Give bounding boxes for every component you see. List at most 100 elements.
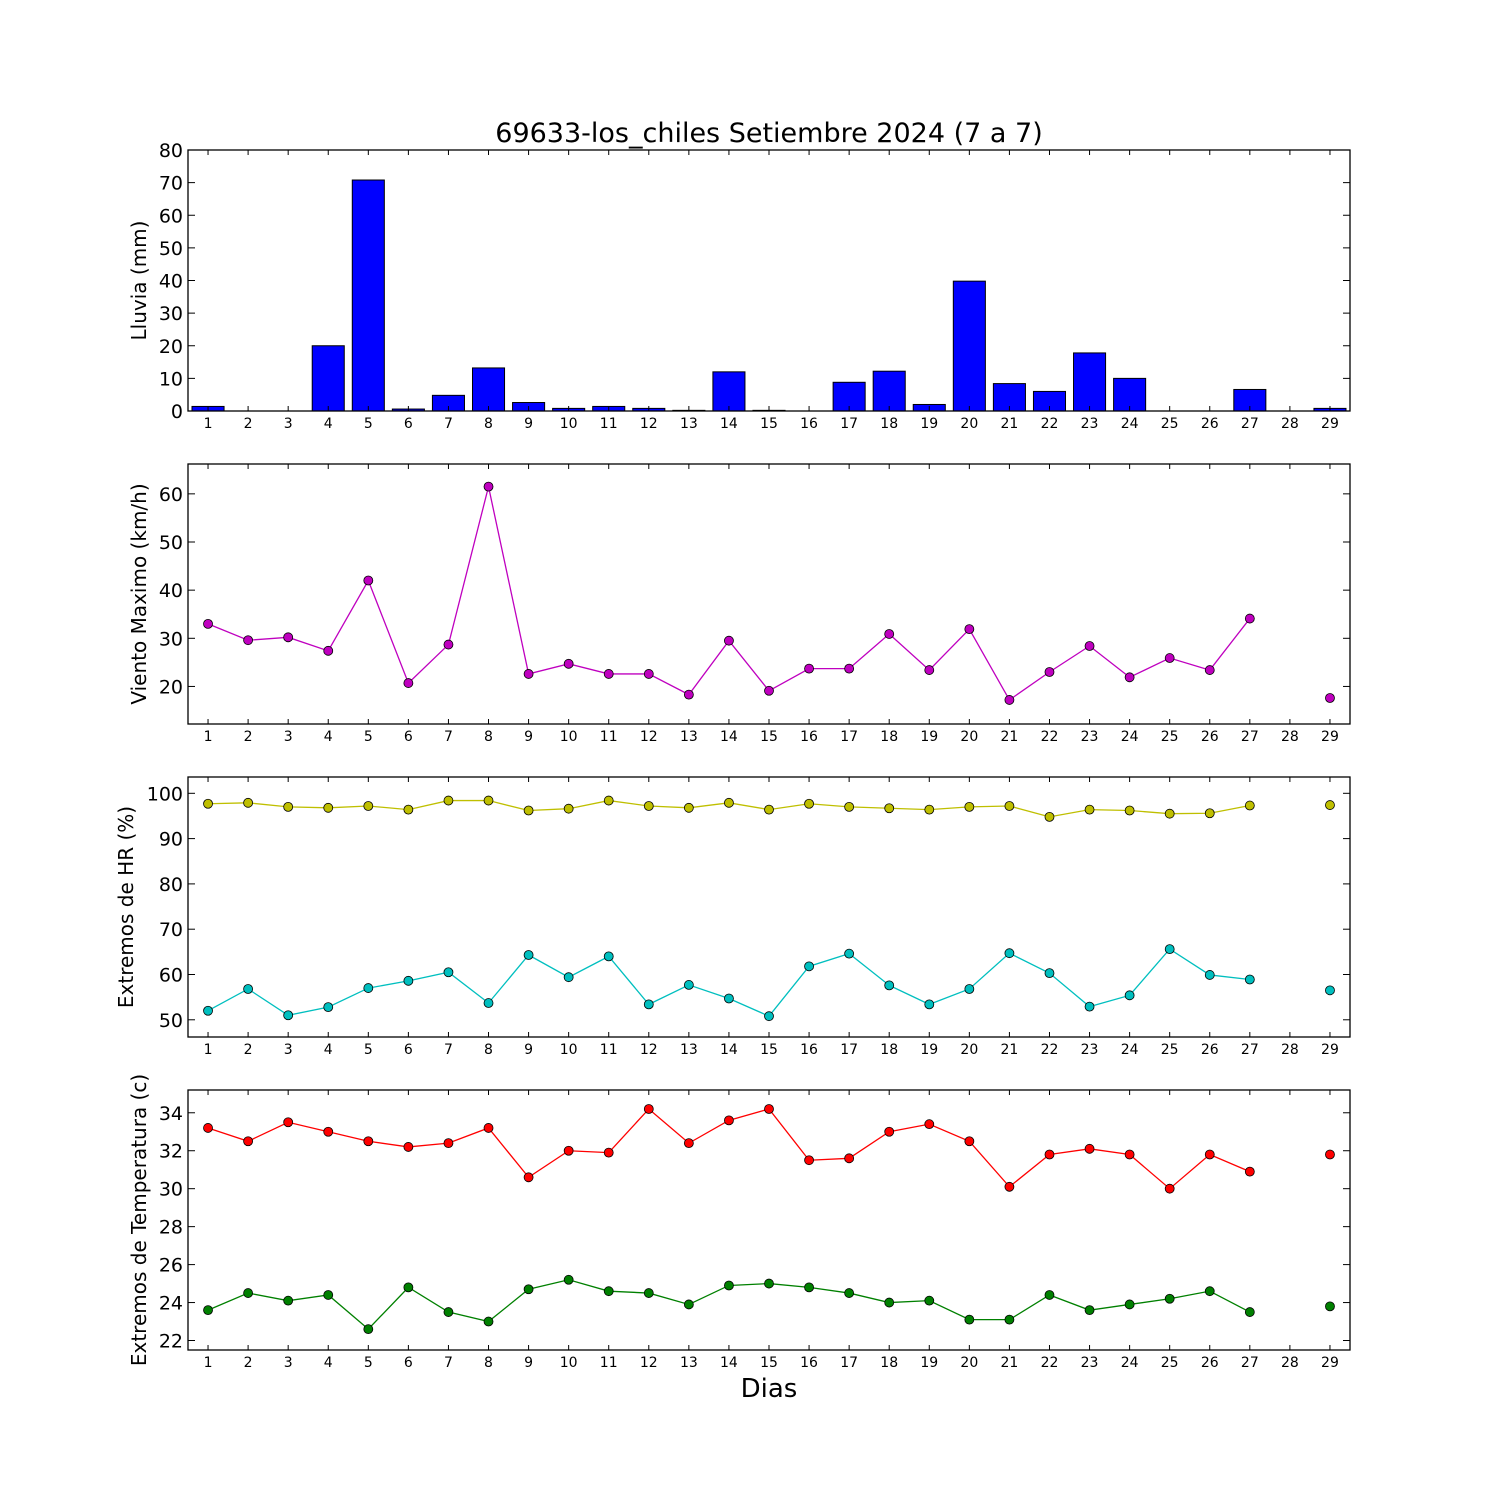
y-tick-label: 0	[171, 401, 183, 423]
x-tick-label: 15	[760, 416, 778, 432]
y-tick-label: 50	[159, 532, 183, 554]
data-point-day-20	[964, 1136, 975, 1147]
data-point-day-19	[924, 665, 935, 675]
data-point-day-15	[764, 1104, 774, 1114]
data-point-day-11	[603, 795, 614, 806]
data-point-day-27	[1244, 800, 1255, 811]
y-tick-label: 30	[159, 303, 183, 325]
data-point-day-27	[1244, 1166, 1255, 1177]
x-tick-label: 12	[640, 416, 658, 432]
bar-day-4	[311, 345, 345, 412]
y-tick-label: 26	[159, 1255, 183, 1277]
x-tick-label: 16	[800, 1355, 818, 1371]
data-point-day-17	[844, 1288, 855, 1298]
x-tick-label: 7	[444, 729, 453, 745]
data-point-day-20	[964, 801, 975, 812]
x-tick-label: 2	[244, 1355, 253, 1371]
x-tick-label: 17	[840, 1355, 858, 1371]
y-tick-label: 34	[159, 1103, 183, 1125]
data-point-day-5	[363, 983, 374, 993]
data-point-day-29	[1325, 985, 1335, 996]
data-point-day-16	[804, 798, 814, 809]
x-tick-label: 22	[1041, 729, 1059, 745]
data-point-day-14	[724, 1115, 734, 1126]
x-tick-label: 13	[680, 1042, 698, 1058]
data-point-day-8	[483, 795, 494, 806]
y-axis-label: Extremos de HR (%)	[114, 806, 138, 1008]
x-tick-label: 5	[364, 416, 373, 432]
y-tick-label: 70	[159, 173, 183, 195]
x-tick-label: 9	[524, 1355, 533, 1371]
y-tick-label: 30	[159, 628, 183, 650]
data-point-day-9	[523, 950, 534, 960]
plot-frame	[187, 776, 1351, 1038]
y-tick-label: 90	[159, 829, 183, 851]
x-tick-label: 8	[484, 1042, 493, 1058]
data-point-day-9	[523, 805, 534, 816]
data-point-day-16	[804, 1155, 814, 1166]
x-tick-label: 5	[364, 1042, 373, 1058]
data-point-day-13	[683, 689, 694, 700]
data-point-day-17	[844, 663, 855, 674]
x-tick-label: 26	[1201, 416, 1219, 432]
y-tick-label: 20	[159, 336, 183, 358]
data-point-day-5	[363, 575, 374, 586]
data-point-day-13	[683, 1299, 694, 1310]
data-point-day-12	[643, 1288, 654, 1298]
data-point-day-20	[964, 624, 975, 635]
bar-day-24	[1113, 377, 1147, 412]
x-tick-label: 14	[720, 729, 738, 745]
x-tick-label: 19	[920, 1355, 938, 1371]
x-tick-label: 5	[364, 729, 373, 745]
x-tick-label: 3	[284, 729, 293, 745]
x-tick-label: 24	[1121, 729, 1139, 745]
data-point-day-11	[603, 1286, 614, 1297]
x-tick-label: 27	[1241, 416, 1259, 432]
data-point-day-27	[1244, 1307, 1255, 1317]
data-point-day-7	[443, 967, 454, 978]
data-point-day-22	[1044, 667, 1055, 677]
data-point-day-3	[283, 801, 294, 812]
data-point-day-8	[483, 481, 494, 492]
x-tick-label: 12	[640, 1042, 658, 1058]
x-tick-label: 26	[1201, 1042, 1219, 1058]
data-point-day-22	[1044, 968, 1055, 979]
x-tick-label: 28	[1281, 1355, 1299, 1371]
data-point-day-1	[203, 1005, 213, 1016]
x-tick-label: 15	[760, 1355, 778, 1371]
y-tick-label: 50	[159, 1010, 183, 1032]
data-point-day-16	[804, 663, 814, 674]
x-tick-label: 8	[484, 416, 493, 432]
x-tick-label: 19	[920, 1042, 938, 1058]
x-tick-label: 7	[444, 1042, 453, 1058]
data-point-day-12	[643, 669, 654, 679]
x-tick-label: 20	[960, 1355, 978, 1371]
x-tick-label: 5	[364, 1355, 373, 1371]
x-tick-label: 25	[1161, 1042, 1179, 1058]
x-tick-label: 24	[1121, 1042, 1139, 1058]
x-tick-label: 21	[1000, 416, 1018, 432]
chart-title: 69633-los_chiles Setiembre 2024 (7 a 7)	[495, 118, 1042, 149]
data-point-day-26	[1204, 808, 1215, 819]
x-tick-label: 8	[484, 729, 493, 745]
x-tick-label: 6	[404, 729, 413, 745]
x-tick-label: 23	[1081, 1042, 1099, 1058]
data-point-day-18	[884, 1297, 895, 1308]
x-tick-label: 29	[1321, 416, 1339, 432]
x-tick-label: 22	[1041, 1042, 1059, 1058]
y-tick-label: 22	[159, 1331, 183, 1353]
x-tick-label: 9	[524, 729, 533, 745]
data-point-day-6	[403, 975, 414, 986]
x-tick-label: 13	[680, 1355, 698, 1371]
y-tick-label: 60	[159, 205, 183, 227]
data-point-day-14	[724, 1280, 734, 1291]
data-point-day-23	[1084, 1305, 1095, 1316]
data-point-day-24	[1124, 990, 1135, 1001]
bar-day-8	[471, 367, 506, 412]
y-tick-label: 28	[159, 1217, 183, 1239]
data-point-day-9	[523, 1172, 534, 1183]
x-tick-label: 18	[880, 416, 898, 432]
